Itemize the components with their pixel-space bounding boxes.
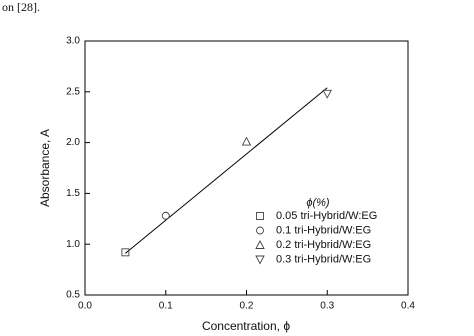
- legend-marker: [256, 212, 264, 220]
- x-tick-label: 0.1: [159, 301, 173, 312]
- y-axis-label: Absorbance, A: [38, 129, 52, 207]
- legend-label: 0.2 tri-Hybrid/W:EG: [276, 239, 371, 251]
- marker: [322, 89, 332, 99]
- legend-marker: [255, 255, 265, 265]
- x-axis-label: Concentration, ϕ: [202, 319, 290, 333]
- y-tick-label: 1.0: [66, 239, 80, 250]
- y-tick-label: 2.5: [66, 86, 80, 97]
- marker: [241, 136, 252, 146]
- y-tick-label: 1.5: [66, 188, 80, 199]
- legend-label: 0.1 tri-Hybrid/W:EG: [276, 224, 371, 236]
- legend-marker: [255, 240, 265, 249]
- fit-line: [125, 87, 328, 254]
- legend-label: 0.05 tri-Hybrid/W:EG: [276, 210, 377, 222]
- document-text: on [28].: [2, 0, 40, 14]
- legend-marker: [256, 226, 264, 235]
- x-tick-label: 0.2: [240, 301, 254, 312]
- y-tick-label: 2.0: [66, 137, 80, 148]
- legend-title: ϕ(%): [306, 197, 330, 209]
- y-tick-label: 0.5: [66, 290, 80, 301]
- x-tick-label: 0.3: [320, 301, 334, 312]
- y-tick-label: 3.0: [66, 36, 80, 47]
- marker: [121, 248, 130, 257]
- marker: [161, 211, 170, 220]
- x-tick-label: 0.0: [78, 301, 92, 312]
- legend-label: 0.3 tri-Hybrid/W:EG: [276, 253, 371, 265]
- x-tick-label: 0.4: [401, 301, 415, 312]
